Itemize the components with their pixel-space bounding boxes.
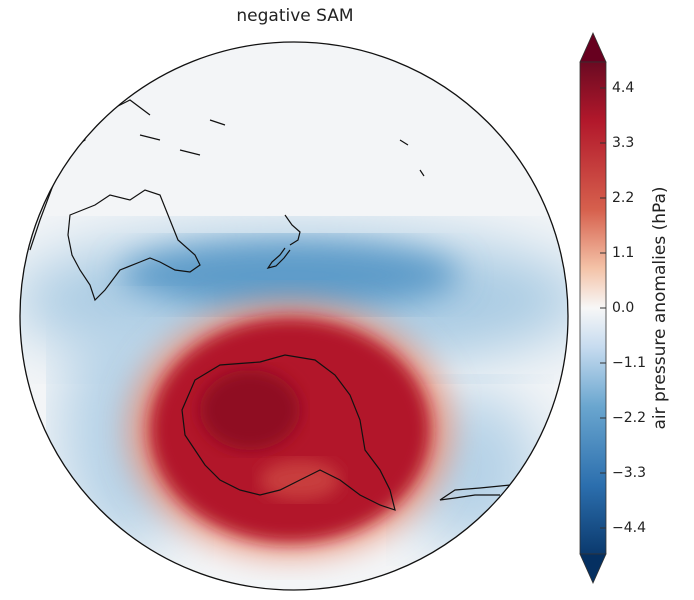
colorbar-label: air pressure anomalies (hPa) <box>650 186 670 430</box>
positive-anomaly-antarctica <box>130 305 450 555</box>
colorbar-extend-max <box>579 32 607 63</box>
colorbar-tick-label: −4.4 <box>612 520 646 536</box>
map-title: negative SAM <box>236 6 354 26</box>
colorbar <box>579 32 607 584</box>
colorbar-extend-min <box>579 553 607 584</box>
colorbar-tick-label: 4.4 <box>612 80 635 96</box>
new-zealand-coast <box>266 214 301 269</box>
australia-coast <box>67 189 201 302</box>
colorbar-tick-label: −1.1 <box>612 355 646 371</box>
globe-outline <box>19 41 569 591</box>
colorbar-tick-label: 3.3 <box>612 135 635 151</box>
colorbar-tick-label: 2.2 <box>612 190 635 206</box>
colorbar-tick-label: 1.1 <box>612 245 635 261</box>
antarctica-coast <box>181 354 396 511</box>
colorbar-tick-label: 0.0 <box>612 300 635 316</box>
colorbar-tick-label: −2.2 <box>612 410 646 426</box>
colorbar-tick-label: −3.3 <box>612 465 646 481</box>
